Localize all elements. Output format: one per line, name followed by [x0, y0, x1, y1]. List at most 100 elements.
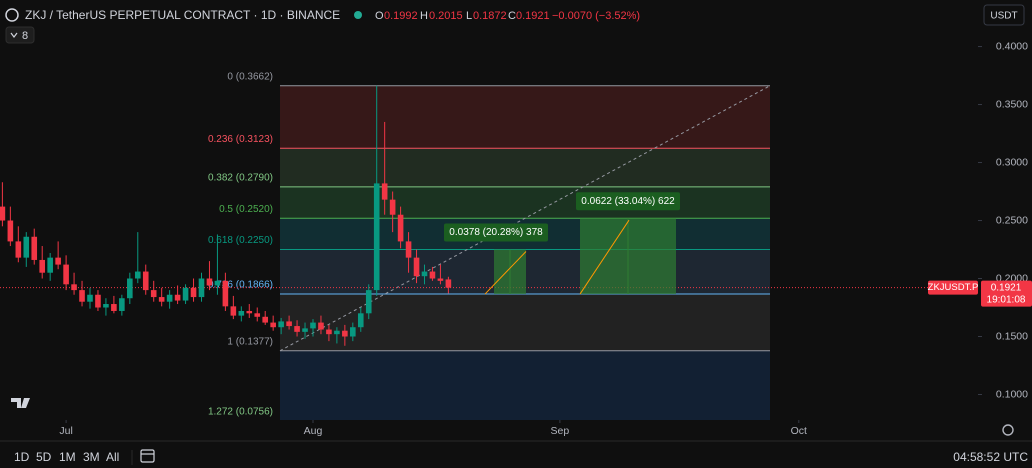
candle-body: [270, 322, 276, 328]
y-tick-label: 0.2500: [996, 214, 1028, 226]
candle-body: [95, 294, 101, 308]
plot-area: 0 (0.3662) 0.236 (0.3123) 0.382 (0.2790) 0.…: [0, 40, 1032, 437]
candle-body: [23, 236, 30, 258]
fib-zone: [280, 148, 770, 187]
candle-body: [302, 328, 308, 332]
ohlc-value: 0.1872: [473, 10, 507, 22]
settings-icon[interactable]: [1002, 424, 1014, 436]
y-tick-label: 0.4000: [996, 40, 1028, 52]
candle-body: [262, 316, 269, 323]
candle-body: [7, 220, 14, 242]
symbol-title[interactable]: ZKJ / TetherUS PERPETUAL CONTRACT · 1D ·…: [25, 8, 340, 22]
calendar-button[interactable]: [140, 449, 155, 463]
fib-label: 0.786 (0.1866): [208, 280, 273, 291]
candle-body: [413, 257, 420, 277]
fib-zone: [280, 294, 770, 351]
candle-body: [318, 322, 324, 330]
x-tick-label: Jul: [59, 425, 72, 437]
candle-body: [389, 199, 396, 215]
candle-body: [246, 310, 253, 314]
y-tick-label: 0.3000: [996, 156, 1028, 168]
candle-body: [0, 206, 6, 221]
calendar-icon: [140, 449, 155, 463]
candle-body: [39, 259, 46, 273]
y-tick-label: 0.3500: [996, 98, 1028, 110]
fib-label: 0.382 (0.2790): [208, 173, 273, 184]
clock: 04:58:52 UTC: [953, 450, 1028, 464]
x-tick-label: Oct: [791, 425, 807, 437]
fib-zone: [280, 350, 770, 420]
chevron-icon: [10, 32, 18, 38]
currency-button[interactable]: [983, 4, 1025, 26]
currency-label: USDT: [990, 11, 1017, 22]
candle-body: [63, 264, 69, 285]
x-tick-label: Aug: [304, 425, 323, 437]
candle-body: [182, 287, 189, 301]
change: −0.0070 (−3.52%): [552, 10, 640, 22]
market-status: [354, 11, 362, 19]
fib-label: 0.618 (0.2250): [208, 235, 273, 246]
ohlc-key: L: [466, 10, 472, 22]
candle-body: [397, 214, 404, 242]
range-button[interactable]: 5D: [36, 450, 52, 464]
candle-body: [119, 298, 125, 311]
candle-body: [31, 236, 38, 260]
price-tag-bg: [981, 280, 1032, 307]
price-tag: 0.1921: [991, 282, 1022, 293]
candle-body: [87, 294, 93, 302]
tradingview-logo[interactable]: [11, 398, 30, 408]
candle-body: [71, 284, 77, 291]
ohlc-value: 0.2015: [429, 10, 463, 22]
range-button[interactable]: 3M: [83, 450, 100, 464]
candle-body: [142, 271, 149, 291]
range-buttons: 1D 5D 1M 3M All: [14, 450, 119, 464]
candle-body: [79, 290, 85, 302]
candle-body: [381, 183, 388, 200]
range-button[interactable]: 1M: [59, 450, 76, 464]
candle-body: [286, 321, 292, 327]
candle-body: [421, 271, 428, 277]
candle-body: [310, 322, 316, 329]
candle-body: [47, 257, 53, 273]
measure-label-bg: [444, 223, 548, 242]
fib-label: 1.272 (0.0756): [208, 407, 273, 418]
ohlc-key: C: [508, 10, 516, 22]
candle-body: [373, 183, 380, 291]
candle-body: [134, 271, 141, 279]
candle-body: [326, 329, 332, 335]
measure-arrow: [484, 251, 527, 295]
candle-body: [334, 330, 340, 335]
fib-label: 0.236 (0.3123): [208, 134, 273, 145]
y-tick-label: 0.1500: [996, 330, 1028, 342]
countdown: 19:01:08: [987, 294, 1026, 305]
candle-body: [111, 304, 117, 311]
candle-body: [166, 294, 173, 302]
candle-body: [206, 278, 213, 286]
fib-label: 0 (0.3662): [227, 71, 273, 82]
indicator-count: 8: [22, 30, 28, 42]
candle-body: [357, 313, 364, 328]
symbol-tag-bg: [928, 280, 978, 295]
ohlc-value: 0.1992: [384, 10, 418, 22]
candle-body: [190, 287, 197, 298]
candle-body: [445, 279, 452, 288]
candle-body: [278, 321, 284, 328]
candle-body: [429, 271, 436, 279]
candle-body: [254, 313, 261, 317]
range-button[interactable]: 1D: [14, 450, 30, 464]
candle-body: [15, 241, 22, 258]
candle-body: [174, 294, 181, 301]
fib-zone: [280, 186, 770, 219]
candle-body: [405, 241, 412, 258]
fib-label: 0.5 (0.2520): [219, 204, 273, 215]
candle-body: [437, 278, 444, 281]
ohlc-value: 0.1921: [516, 10, 550, 22]
ohlc-key: O: [375, 10, 384, 22]
fib-label: 1 (0.1377): [227, 336, 273, 347]
indicator-toggle[interactable]: [5, 26, 35, 44]
range-button[interactable]: All: [106, 450, 119, 464]
candle-body: [103, 304, 109, 308]
candle-body: [342, 330, 348, 337]
candle-body: [150, 290, 157, 298]
symbol-tag: ZKJUSDT.P: [928, 282, 979, 293]
